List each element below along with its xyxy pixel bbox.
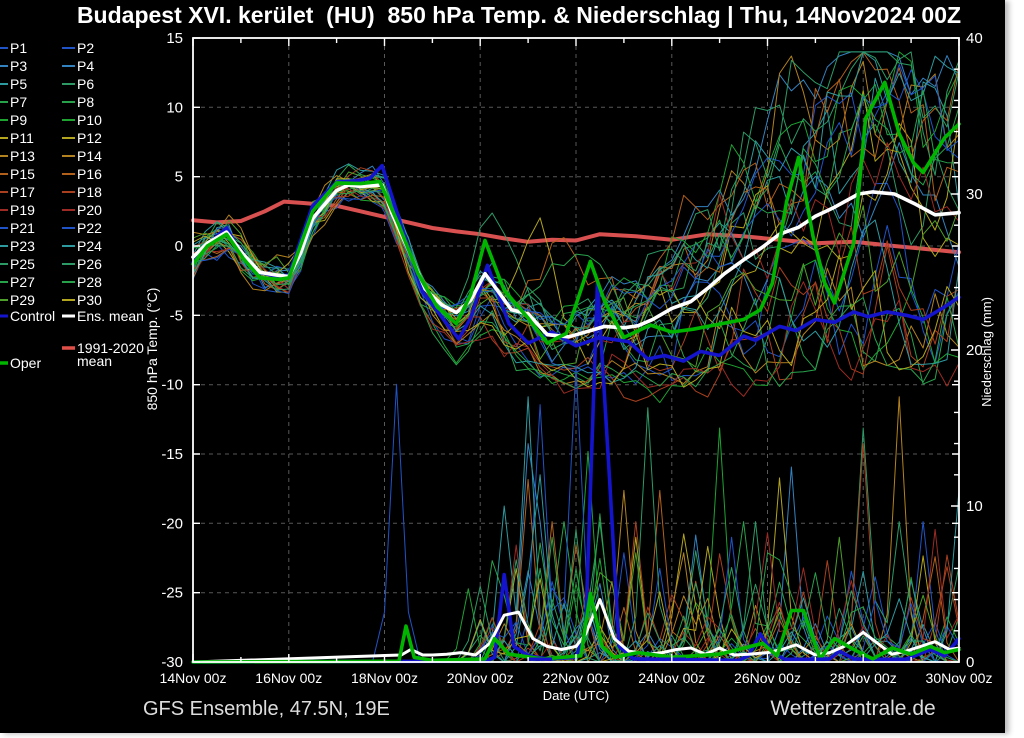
svg-text:P24: P24 [77,238,102,254]
svg-text:Ens. mean: Ens. mean [77,308,144,324]
svg-text:-15: -15 [161,446,183,463]
svg-text:-20: -20 [161,515,183,532]
svg-text:P14: P14 [77,148,102,164]
svg-text:P15: P15 [10,166,35,182]
svg-text:P17: P17 [10,184,35,200]
svg-text:28Nov 00z: 28Nov 00z [830,670,897,686]
svg-text:P10: P10 [77,112,102,128]
svg-text:P29: P29 [10,292,35,308]
svg-text:5: 5 [175,169,183,186]
svg-text:P16: P16 [77,166,102,182]
svg-text:0: 0 [966,654,974,671]
svg-text:P3: P3 [10,58,27,74]
svg-text:P7: P7 [10,94,27,110]
svg-text:P6: P6 [77,76,94,92]
svg-text:850 hPa Temp. (°C): 850 hPa Temp. (°C) [144,288,160,411]
svg-text:P26: P26 [77,256,102,272]
svg-text:Niederschlag (mm): Niederschlag (mm) [979,297,994,407]
svg-text:Budapest XVI. kerület (HU) 8: Budapest XVI. kerület (HU) 850 hPa Temp.… [77,2,961,28]
svg-text:P18: P18 [77,184,102,200]
svg-text:P25: P25 [10,256,35,272]
svg-text:26Nov 00z: 26Nov 00z [734,670,801,686]
svg-text:-30: -30 [161,654,183,671]
svg-text:P27: P27 [10,274,35,290]
svg-text:P9: P9 [10,112,27,128]
svg-text:P13: P13 [10,148,35,164]
svg-text:18Nov 00z: 18Nov 00z [351,670,418,686]
svg-text:15: 15 [166,30,183,47]
svg-text:P12: P12 [77,130,102,146]
svg-text:-10: -10 [161,377,183,394]
svg-text:22Nov 00z: 22Nov 00z [543,670,610,686]
svg-text:P11: P11 [10,130,34,146]
svg-text:16Nov 00z: 16Nov 00z [255,670,322,686]
svg-text:Oper: Oper [10,355,41,371]
svg-text:P21: P21 [10,220,35,236]
svg-text:P4: P4 [77,58,94,74]
svg-text:-5: -5 [170,307,183,324]
svg-text:GFS Ensemble, 47.5N, 19E: GFS Ensemble, 47.5N, 19E [143,698,390,720]
svg-text:P28: P28 [77,274,102,290]
svg-text:40: 40 [966,30,983,47]
svg-text:20: 20 [966,342,983,359]
svg-text:24Nov 00z: 24Nov 00z [638,670,705,686]
svg-text:Control: Control [10,308,55,324]
svg-text:P23: P23 [10,238,35,254]
svg-text:P22: P22 [77,220,102,236]
svg-text:P5: P5 [10,76,27,92]
svg-text:20Nov 00z: 20Nov 00z [447,670,514,686]
svg-text:30: 30 [966,186,983,203]
svg-text:30Nov 00z: 30Nov 00z [926,670,993,686]
svg-text:P19: P19 [10,202,35,218]
svg-text:P30: P30 [77,292,102,308]
svg-text:Wetterzentrale.de: Wetterzentrale.de [770,697,935,720]
svg-text:14Nov 00z: 14Nov 00z [160,670,227,686]
svg-text:0: 0 [175,238,183,255]
svg-text:P2: P2 [77,40,94,56]
svg-text:Date (UTC): Date (UTC) [543,688,609,703]
svg-text:mean: mean [77,353,112,369]
svg-text:P20: P20 [77,202,102,218]
svg-text:1991-2020: 1991-2020 [77,340,144,356]
svg-text:10: 10 [166,99,183,116]
svg-text:10: 10 [966,498,983,515]
svg-text:P8: P8 [77,94,94,110]
svg-text:-25: -25 [161,585,183,602]
svg-text:P1: P1 [10,40,27,56]
